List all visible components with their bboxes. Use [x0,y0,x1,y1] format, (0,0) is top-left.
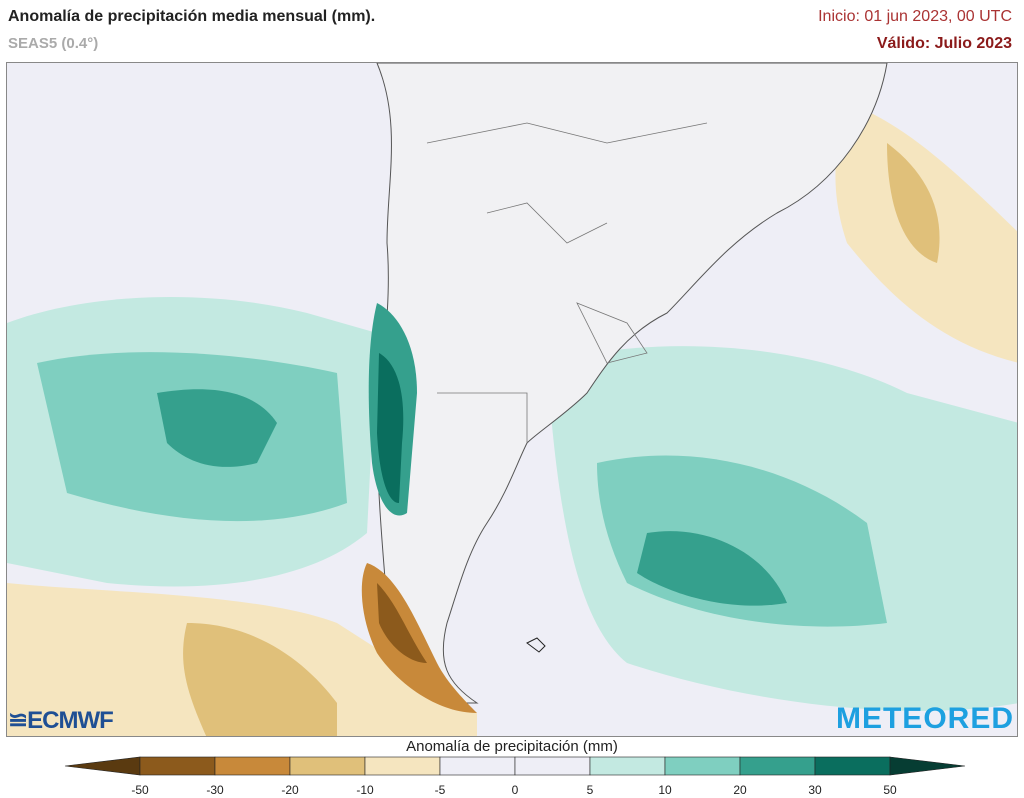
colorbar-segment [439,756,516,776]
colorbar-arrow-high [889,756,966,776]
colorbar-segment [814,756,891,776]
colorbar-tick-label: 0 [511,783,519,797]
colorbar-tick-label: -30 [206,783,224,797]
colorbar [64,756,966,776]
falkland-islands [526,637,546,653]
colorbar-tick-label: 5 [586,783,594,797]
colorbar-tick-label: -5 [434,783,446,797]
anomaly-fields [7,103,1017,736]
colorbar-tick-label: -10 [356,783,374,797]
colorbar-segment [664,756,741,776]
precipitation-anomaly-map [6,62,1018,737]
colorbar-tick-label: -50 [131,783,149,797]
colorbar-tick-label: 50 [883,783,897,797]
colorbar-segment [214,756,291,776]
model-label: SEAS5 (0.4°) [8,35,99,52]
colorbar-tick-label: 10 [658,783,672,797]
country-borders [426,122,708,443]
init-date: Inicio: 01 jun 2023, 00 UTC [818,8,1012,25]
map-title: Anomalía de precipitación media mensual … [8,8,376,25]
colorbar-tick-label: 20 [733,783,747,797]
colorbar-tick-label: 30 [808,783,822,797]
colorbar-segment [364,756,441,776]
colorbar-segment [514,756,591,776]
colorbar-title: Anomalía de precipitación (mm) [406,738,618,755]
valid-period: Válido: Julio 2023 [876,35,1012,52]
colorbar-segment [139,756,216,776]
colorbar-tick-label: -20 [281,783,299,797]
colorbar-arrow-low [64,756,141,776]
colorbar-segment [739,756,816,776]
meteored-logo: METEORED [835,702,1014,735]
ecmwf-logo-icon: ≌ [8,707,28,734]
ecmwf-logo: ≌ECMWF [8,707,114,734]
colorbar-segment [289,756,366,776]
colorbar-segment [589,756,666,776]
